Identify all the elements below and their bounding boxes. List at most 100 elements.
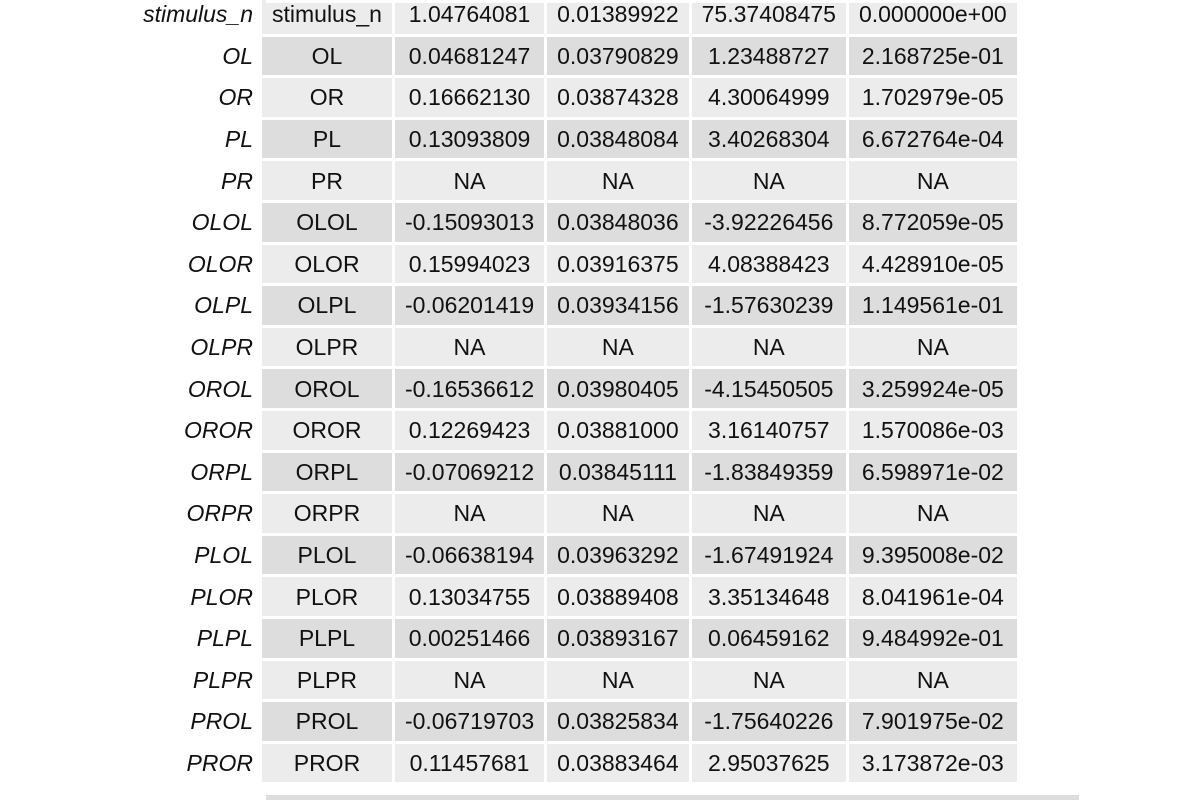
cell-statistic: NA	[691, 494, 846, 533]
cell-std-error: 0.03790829	[547, 36, 689, 76]
cell-std-error: NA	[547, 327, 689, 367]
table-row: PR PR NA NA NA NA	[123, 161, 1017, 200]
cell-std-error: 0.03934156	[547, 286, 689, 325]
table-row: OLPR OLPR NA NA NA NA	[123, 327, 1017, 367]
row-name-label: OLPR	[123, 327, 259, 367]
cell-estimate: NA	[394, 327, 545, 367]
cell-std-error: 0.03916375	[547, 244, 689, 284]
cell-std-error: 0.03883464	[547, 743, 689, 783]
row-name-label: stimulus_n	[123, 0, 259, 34]
table-row: ORPR ORPR NA NA NA NA	[123, 494, 1017, 533]
cell-term: PLOL	[262, 535, 392, 575]
cell-estimate: 0.12269423	[394, 410, 545, 450]
cell-term: OROR	[262, 410, 392, 450]
cell-std-error: 0.03845111	[547, 452, 689, 492]
cell-estimate: -0.06201419	[394, 286, 545, 325]
table-row: OL OL 0.04681247 0.03790829 1.23488727 2.1687…	[123, 36, 1017, 76]
cell-estimate: 0.11457681	[394, 743, 545, 783]
row-name-label: PL	[123, 119, 259, 159]
cell-term: OLOR	[262, 244, 392, 284]
cell-std-error: 0.03874328	[547, 78, 689, 117]
cell-term: PLPR	[262, 660, 392, 700]
cell-statistic: 3.40268304	[691, 119, 846, 159]
cell-term: OLOL	[262, 202, 392, 242]
row-name-label: OLOR	[123, 244, 259, 284]
cell-std-error: 0.03893167	[547, 618, 689, 658]
table-row: PL PL 0.13093809 0.03848084 3.40268304 6.6727…	[123, 119, 1017, 159]
cell-statistic: -1.75640226	[691, 702, 846, 741]
cell-estimate: -0.06638194	[394, 535, 545, 575]
table-row: PROR PROR 0.11457681 0.03883464 2.95037625 3.…	[123, 743, 1017, 783]
cell-term: PLPL	[262, 618, 392, 658]
cell-estimate: NA	[394, 494, 545, 533]
cell-p-value: NA	[848, 161, 1017, 200]
cell-statistic: 3.35134648	[691, 577, 846, 616]
cell-statistic: 2.95037625	[691, 743, 846, 783]
cell-p-value: 2.168725e-01	[848, 36, 1017, 76]
cell-estimate: 1.04764081	[394, 0, 545, 34]
cell-statistic: 1.23488727	[691, 36, 846, 76]
cell-estimate: -0.16536612	[394, 369, 545, 408]
results-table: stimulus_n stimulus_n 1.04764081 0.01389922…	[120, 0, 1020, 785]
cell-term: stimulus_n	[262, 0, 392, 34]
cell-statistic: NA	[691, 327, 846, 367]
next-row-partial	[266, 795, 1079, 800]
cell-p-value: 6.672764e-04	[848, 119, 1017, 159]
cell-p-value: 8.772059e-05	[848, 202, 1017, 242]
cell-estimate: NA	[394, 660, 545, 700]
cell-p-value: 1.149561e-01	[848, 286, 1017, 325]
table-row: OLOL OLOL -0.15093013 0.03848036 -3.92226456…	[123, 202, 1017, 242]
cell-term: OLPR	[262, 327, 392, 367]
cell-statistic: -1.67491924	[691, 535, 846, 575]
cell-term: PLOR	[262, 577, 392, 616]
row-name-label: ORPL	[123, 452, 259, 492]
cell-statistic: -3.92226456	[691, 202, 846, 242]
cell-std-error: 0.03889408	[547, 577, 689, 616]
cell-term: OROL	[262, 369, 392, 408]
cell-statistic: NA	[691, 161, 846, 200]
row-name-label: ORPR	[123, 494, 259, 533]
table-row: PROL PROL -0.06719703 0.03825834 -1.75640226…	[123, 702, 1017, 741]
row-name-label: OL	[123, 36, 259, 76]
cell-statistic: 75.37408475	[691, 0, 846, 34]
cell-term: OL	[262, 36, 392, 76]
cell-statistic: 3.16140757	[691, 410, 846, 450]
cell-p-value: NA	[848, 494, 1017, 533]
cell-statistic: -1.57630239	[691, 286, 846, 325]
table-row: OLOR OLOR 0.15994023 0.03916375 4.08388423 4.…	[123, 244, 1017, 284]
table-row: OROR OROR 0.12269423 0.03881000 3.16140757 1.…	[123, 410, 1017, 450]
cell-term: PL	[262, 119, 392, 159]
row-name-label: OLPL	[123, 286, 259, 325]
cell-std-error: 0.03848084	[547, 119, 689, 159]
cell-p-value: 0.000000e+00	[848, 0, 1017, 34]
cell-estimate: 0.15994023	[394, 244, 545, 284]
cell-std-error: 0.01389922	[547, 0, 689, 34]
table-row: PLOL PLOL -0.06638194 0.03963292 -1.67491924…	[123, 535, 1017, 575]
row-name-label: PLOR	[123, 577, 259, 616]
cell-estimate: 0.00251466	[394, 618, 545, 658]
cell-std-error: NA	[547, 660, 689, 700]
cell-term: ORPL	[262, 452, 392, 492]
cell-p-value: 9.395008e-02	[848, 535, 1017, 575]
cell-p-value: 1.702979e-05	[848, 78, 1017, 117]
cell-estimate: 0.16662130	[394, 78, 545, 117]
row-name-label: PROL	[123, 702, 259, 741]
row-name-label: PROR	[123, 743, 259, 783]
table-row: PLOR PLOR 0.13034755 0.03889408 3.35134648 8.…	[123, 577, 1017, 616]
row-name-label: PLPL	[123, 618, 259, 658]
table-row: OROL OROL -0.16536612 0.03980405 -4.15450505…	[123, 369, 1017, 408]
table-row: OR OR 0.16662130 0.03874328 4.30064999 1.7029…	[123, 78, 1017, 117]
row-name-label: PLPR	[123, 660, 259, 700]
cell-p-value: 4.428910e-05	[848, 244, 1017, 284]
cell-std-error: 0.03980405	[547, 369, 689, 408]
row-name-label: OROL	[123, 369, 259, 408]
cell-p-value: 3.173872e-03	[848, 743, 1017, 783]
cell-estimate: -0.15093013	[394, 202, 545, 242]
table-top-edge	[266, 0, 1079, 3]
table-row: OLPL OLPL -0.06201419 0.03934156 -1.57630239…	[123, 286, 1017, 325]
cell-p-value: NA	[848, 660, 1017, 700]
cell-statistic: NA	[691, 660, 846, 700]
cell-estimate: NA	[394, 161, 545, 200]
table-row: stimulus_n stimulus_n 1.04764081 0.01389922…	[123, 0, 1017, 34]
